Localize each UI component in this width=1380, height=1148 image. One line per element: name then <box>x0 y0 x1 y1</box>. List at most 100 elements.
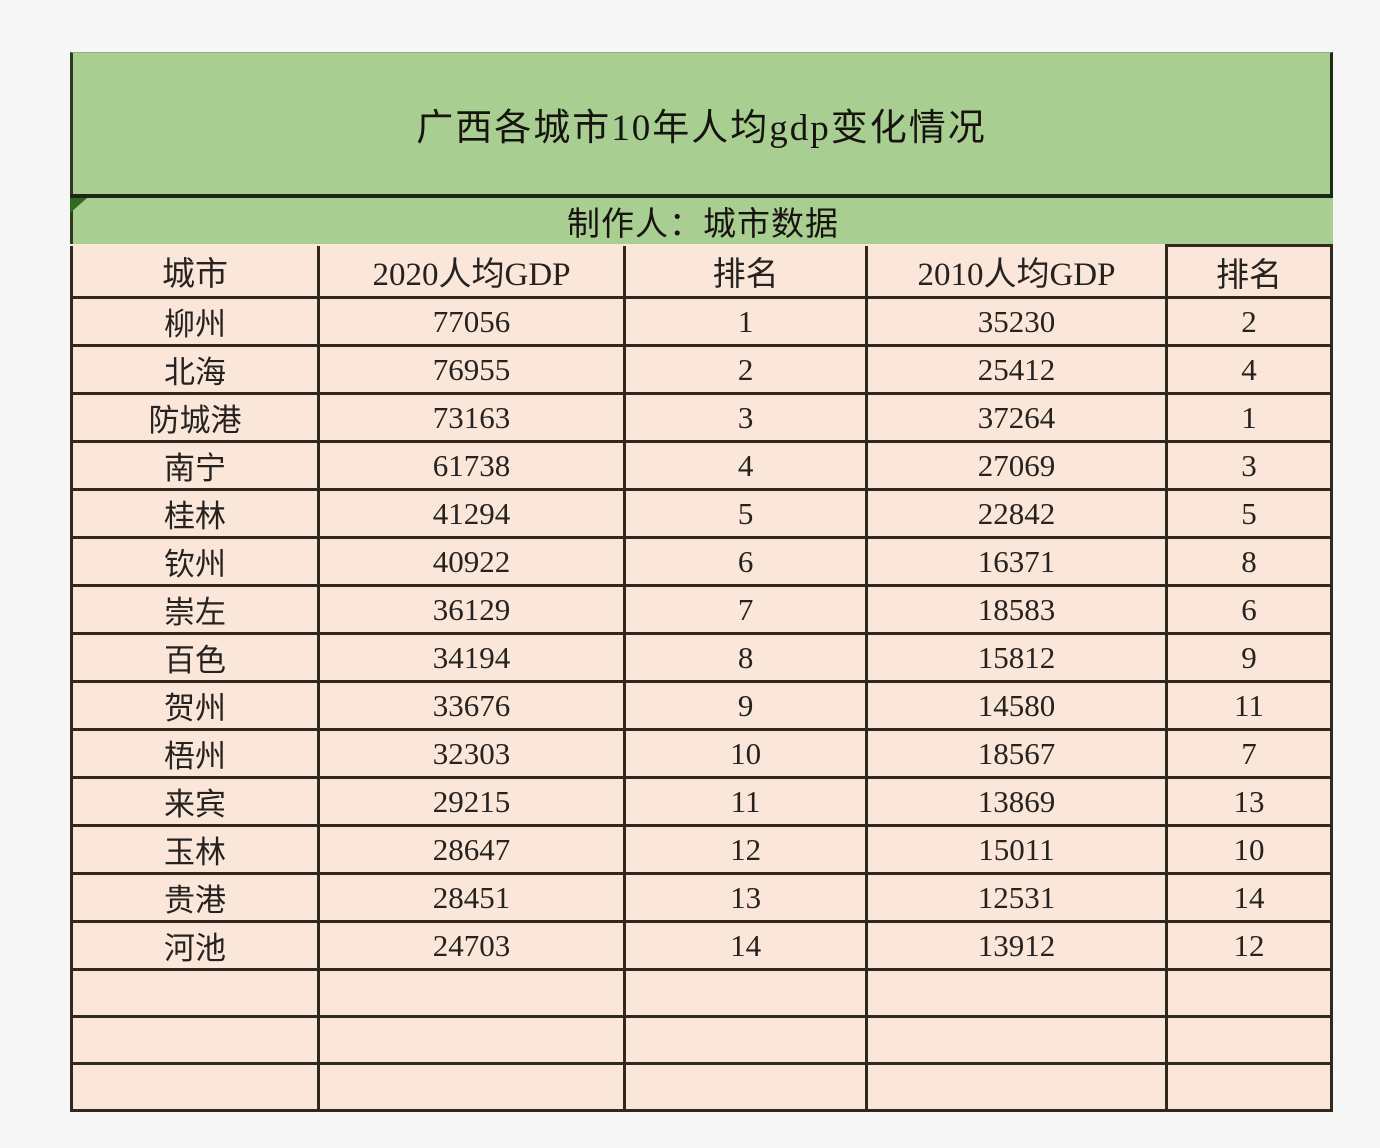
cell-2010-gdp[interactable]: 22842 <box>865 488 1168 539</box>
cell-2020-gdp[interactable]: 73163 <box>316 392 627 443</box>
cell-rank-2020[interactable]: 8 <box>623 632 869 683</box>
cell-2020-gdp[interactable]: 33676 <box>316 680 627 731</box>
cell-city[interactable]: 防城港 <box>70 392 320 443</box>
cell-2020-gdp[interactable]: 29215 <box>316 776 627 827</box>
header-cell-rank-2010[interactable]: 排名 <box>1164 244 1334 299</box>
cell-city[interactable]: 百色 <box>70 632 320 683</box>
cell-rank-2010[interactable]: 14 <box>1164 872 1334 923</box>
cell-rank-2010[interactable]: 13 <box>1164 776 1334 827</box>
cell-city[interactable]: 贺州 <box>70 680 320 731</box>
cell-rank-2010[interactable] <box>1164 1015 1334 1065</box>
cell-rank-2020[interactable]: 10 <box>623 728 869 779</box>
cell-rank-2010[interactable]: 7 <box>1164 728 1334 779</box>
cell-2020-gdp[interactable]: 32303 <box>316 728 627 779</box>
cell-rank-2010[interactable]: 5 <box>1164 488 1334 539</box>
cell-city[interactable] <box>70 1062 320 1112</box>
cell-rank-2010[interactable]: 4 <box>1164 344 1334 395</box>
cell-2020-gdp[interactable] <box>316 1062 627 1112</box>
table-row <box>70 968 1334 1018</box>
cell-rank-2010[interactable] <box>1164 1062 1334 1112</box>
cell-2010-gdp[interactable]: 13912 <box>865 920 1168 971</box>
cell-rank-2020[interactable]: 5 <box>623 488 869 539</box>
cell-2010-gdp[interactable]: 16371 <box>865 536 1168 587</box>
header-cell-city[interactable]: 城市 <box>70 245 320 299</box>
cell-rank-2010[interactable]: 1 <box>1164 392 1334 443</box>
cell-rank-2020[interactable]: 11 <box>623 776 869 827</box>
cell-2010-gdp[interactable]: 14580 <box>865 680 1168 731</box>
cell-2010-gdp[interactable]: 37264 <box>865 392 1168 443</box>
cell-2010-gdp[interactable]: 15011 <box>865 824 1168 875</box>
cell-rank-2010[interactable] <box>1164 968 1334 1018</box>
table-row: 河池 24703 14 13912 12 <box>70 920 1334 971</box>
cell-city[interactable] <box>70 968 320 1018</box>
header-cell-2010-gdp[interactable]: 2010人均GDP <box>865 245 1168 299</box>
page-title: 广西各城市10年人均gdp变化情况 <box>416 107 987 149</box>
cell-2010-gdp[interactable]: 13869 <box>865 776 1168 827</box>
cell-rank-2020[interactable] <box>623 968 869 1018</box>
cell-rank-2020[interactable]: 1 <box>623 296 869 347</box>
cell-rank-2020[interactable]: 13 <box>623 872 869 923</box>
cell-rank-2020[interactable] <box>623 1062 869 1112</box>
cell-2020-gdp[interactable]: 41294 <box>316 488 627 539</box>
cell-rank-2020[interactable]: 9 <box>623 680 869 731</box>
spreadsheet-sheet: 广西各城市10年人均gdp变化情况 制作人：城市数据 城市 2020人均GDP … <box>70 52 1334 1112</box>
cell-2020-gdp[interactable]: 40922 <box>316 536 627 587</box>
header-cell-2020-gdp[interactable]: 2020人均GDP <box>316 245 627 299</box>
cell-2020-gdp[interactable]: 76955 <box>316 344 627 395</box>
cell-city[interactable]: 南宁 <box>70 440 320 491</box>
cell-rank-2010[interactable]: 12 <box>1164 920 1334 971</box>
cell-rank-2010[interactable]: 2 <box>1164 296 1334 347</box>
cell-city[interactable]: 梧州 <box>70 728 320 779</box>
cell-2010-gdp[interactable] <box>865 1015 1168 1065</box>
cell-2020-gdp[interactable]: 24703 <box>316 920 627 971</box>
cell-2010-gdp[interactable]: 12531 <box>865 872 1168 923</box>
cell-rank-2010[interactable]: 9 <box>1164 632 1334 683</box>
table-row: 南宁 61738 4 27069 3 <box>70 440 1334 491</box>
cell-2020-gdp[interactable]: 34194 <box>316 632 627 683</box>
cell-2020-gdp[interactable]: 28451 <box>316 872 627 923</box>
cell-rank-2020[interactable]: 2 <box>623 344 869 395</box>
cell-city[interactable]: 来宾 <box>70 776 320 827</box>
cell-2010-gdp[interactable] <box>865 1062 1168 1112</box>
cell-2010-gdp[interactable]: 27069 <box>865 440 1168 491</box>
cell-2010-gdp[interactable]: 18567 <box>865 728 1168 779</box>
title-banner-cell[interactable]: 广西各城市10年人均gdp变化情况 <box>70 52 1333 194</box>
cell-rank-2010[interactable]: 11 <box>1164 680 1334 731</box>
cell-rank-2020[interactable]: 4 <box>623 440 869 491</box>
cell-city[interactable]: 玉林 <box>70 824 320 875</box>
cell-2020-gdp[interactable]: 28647 <box>316 824 627 875</box>
cell-city[interactable] <box>70 1015 320 1065</box>
table-row <box>70 1015 1334 1065</box>
cell-city[interactable]: 贵港 <box>70 872 320 923</box>
cell-2020-gdp[interactable]: 77056 <box>316 296 627 347</box>
cell-rank-2020[interactable]: 14 <box>623 920 869 971</box>
cell-city[interactable]: 崇左 <box>70 584 320 635</box>
cell-city[interactable]: 钦州 <box>70 536 320 587</box>
corner-marker-triangle-icon <box>70 198 87 213</box>
cell-rank-2010[interactable]: 10 <box>1164 824 1334 875</box>
cell-rank-2010[interactable]: 3 <box>1164 440 1334 491</box>
cell-2010-gdp[interactable]: 35230 <box>865 296 1168 347</box>
cell-2010-gdp[interactable]: 25412 <box>865 344 1168 395</box>
cell-2010-gdp[interactable]: 15812 <box>865 632 1168 683</box>
cell-city[interactable]: 柳州 <box>70 296 320 347</box>
cell-city[interactable]: 河池 <box>70 920 320 971</box>
cell-rank-2020[interactable]: 7 <box>623 584 869 635</box>
cell-2020-gdp[interactable]: 36129 <box>316 584 627 635</box>
cell-rank-2010[interactable]: 6 <box>1164 584 1334 635</box>
cell-rank-2010[interactable]: 8 <box>1164 536 1334 587</box>
cell-2010-gdp[interactable]: 18583 <box>865 584 1168 635</box>
cell-2020-gdp[interactable] <box>316 1015 627 1065</box>
cell-rank-2020[interactable]: 6 <box>623 536 869 587</box>
cell-2010-gdp[interactable] <box>865 968 1168 1018</box>
cell-rank-2020[interactable]: 3 <box>623 392 869 443</box>
cell-city[interactable]: 北海 <box>70 344 320 395</box>
cell-rank-2020[interactable] <box>623 1015 869 1065</box>
cell-2020-gdp[interactable]: 61738 <box>316 440 627 491</box>
header-cell-rank-2020[interactable]: 排名 <box>623 245 869 299</box>
subtitle-banner-cell[interactable]: 制作人：城市数据 <box>70 198 1333 244</box>
cell-2020-gdp[interactable] <box>316 968 627 1018</box>
cell-rank-2020[interactable]: 12 <box>623 824 869 875</box>
cell-city[interactable]: 桂林 <box>70 488 320 539</box>
